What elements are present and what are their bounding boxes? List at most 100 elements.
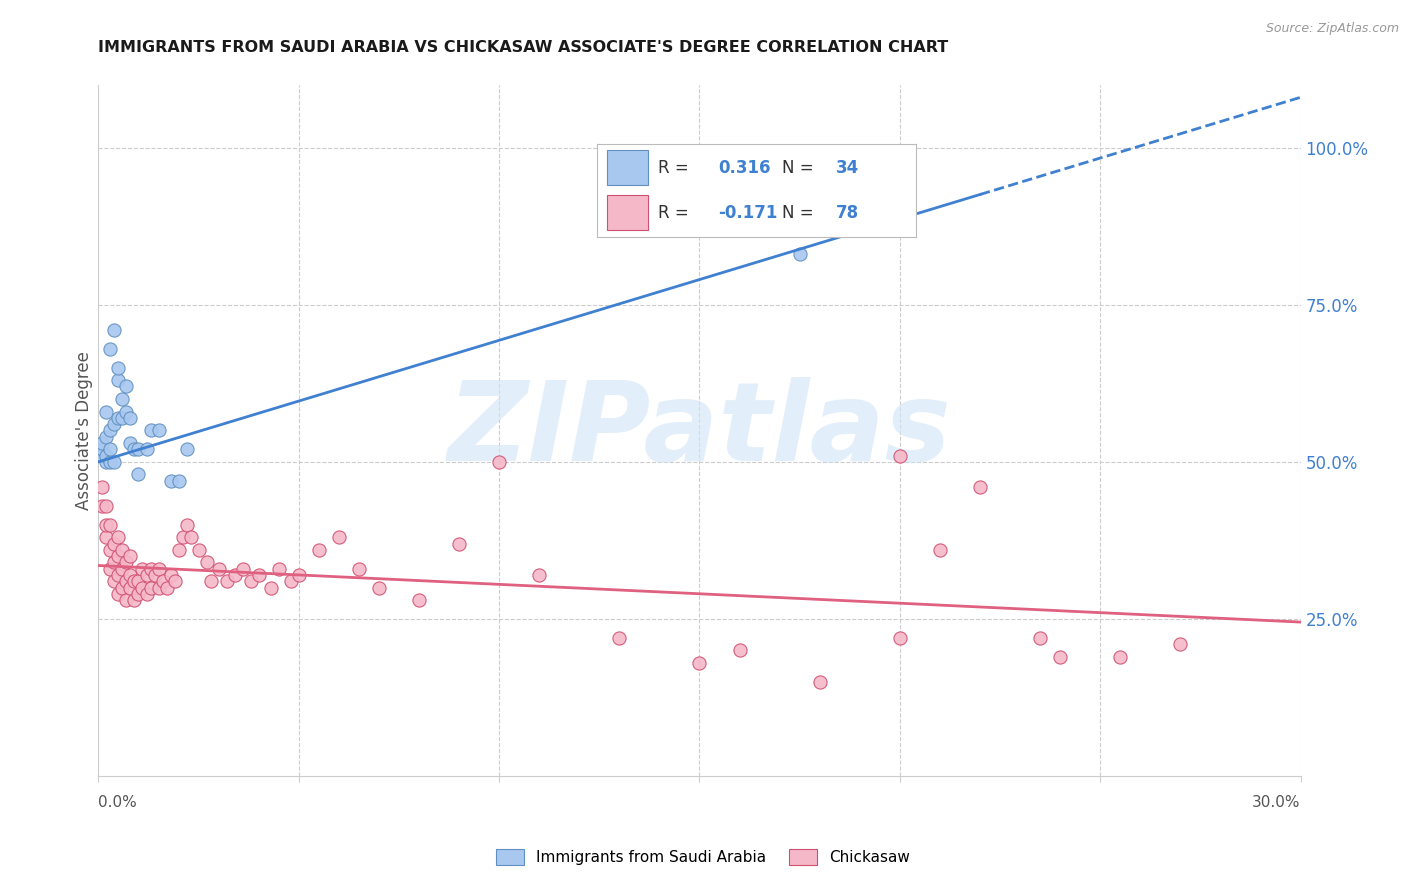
Point: [100, 455, 122, 469]
Point: [152, 574, 174, 589]
Point: [167, 542, 190, 557]
Point: [187, 542, 209, 557]
Point: [120, 549, 142, 563]
Point: [609, 631, 631, 645]
Text: ZIPatlas: ZIPatlas: [447, 377, 952, 483]
Point: [115, 574, 138, 589]
Point: [120, 568, 142, 582]
Point: [91, 449, 114, 463]
Point: [111, 581, 134, 595]
Point: [347, 562, 370, 576]
Point: [128, 467, 150, 482]
Point: [96, 499, 118, 513]
Point: [195, 555, 218, 569]
Point: [139, 424, 162, 438]
Text: 78: 78: [837, 203, 859, 221]
Point: [308, 542, 330, 557]
Point: [808, 674, 831, 689]
Point: [1109, 649, 1132, 664]
Point: [96, 449, 118, 463]
Point: [889, 631, 911, 645]
Point: [103, 574, 125, 589]
Point: [103, 417, 125, 431]
Point: [267, 562, 290, 576]
Text: -0.171: -0.171: [718, 203, 778, 221]
Text: 0.0%: 0.0%: [98, 796, 138, 810]
Point: [208, 562, 231, 576]
Point: [135, 568, 157, 582]
Point: [91, 480, 114, 494]
Point: [128, 574, 150, 589]
Point: [115, 593, 138, 607]
Text: 0.316: 0.316: [718, 159, 770, 177]
Point: [929, 542, 952, 557]
Point: [107, 587, 129, 601]
Point: [1170, 637, 1192, 651]
Point: [728, 643, 751, 657]
Point: [200, 574, 222, 589]
Point: [103, 455, 125, 469]
Point: [789, 247, 811, 261]
Text: N =: N =: [782, 203, 814, 221]
Point: [155, 581, 177, 595]
Point: [128, 442, 150, 457]
Bar: [607, 150, 648, 186]
Point: [529, 568, 551, 582]
Point: [176, 517, 198, 532]
Point: [139, 562, 162, 576]
Point: [131, 581, 153, 595]
Point: [96, 530, 118, 544]
Point: [100, 542, 122, 557]
Text: Source: ZipAtlas.com: Source: ZipAtlas.com: [1265, 22, 1399, 36]
Text: R =: R =: [658, 159, 689, 177]
Point: [135, 442, 157, 457]
Point: [120, 581, 142, 595]
Point: [148, 424, 170, 438]
Point: [91, 499, 114, 513]
Point: [120, 436, 142, 450]
Point: [111, 562, 134, 576]
Point: [139, 581, 162, 595]
Point: [180, 530, 202, 544]
Text: IMMIGRANTS FROM SAUDI ARABIA VS CHICKASAW ASSOCIATE'S DEGREE CORRELATION CHART: IMMIGRANTS FROM SAUDI ARABIA VS CHICKASA…: [98, 40, 949, 55]
Point: [100, 442, 122, 457]
Point: [368, 581, 391, 595]
Point: [288, 568, 311, 582]
Point: [107, 530, 129, 544]
Bar: [607, 194, 648, 230]
Point: [260, 581, 283, 595]
Point: [96, 455, 118, 469]
Point: [215, 574, 238, 589]
Point: [239, 574, 262, 589]
Point: [91, 436, 114, 450]
Point: [91, 442, 114, 457]
Point: [232, 562, 254, 576]
Y-axis label: Associate's Degree: Associate's Degree: [75, 351, 93, 510]
Point: [100, 342, 122, 356]
Legend: Immigrants from Saudi Arabia, Chickasaw: Immigrants from Saudi Arabia, Chickasaw: [491, 843, 915, 871]
Point: [167, 474, 190, 488]
Point: [247, 568, 270, 582]
Point: [100, 424, 122, 438]
Point: [135, 587, 157, 601]
Point: [115, 555, 138, 569]
Point: [96, 404, 118, 418]
Point: [408, 593, 430, 607]
Point: [124, 574, 146, 589]
Point: [100, 517, 122, 532]
Point: [447, 536, 470, 550]
Point: [103, 536, 125, 550]
Point: [115, 404, 138, 418]
Point: [148, 562, 170, 576]
Point: [107, 410, 129, 425]
Point: [148, 581, 170, 595]
Point: [689, 656, 711, 670]
Point: [124, 593, 146, 607]
Point: [869, 185, 891, 199]
Point: [124, 442, 146, 457]
Text: 30.0%: 30.0%: [1253, 796, 1301, 810]
Point: [1049, 649, 1071, 664]
Point: [176, 442, 198, 457]
Text: 34: 34: [837, 159, 859, 177]
Point: [969, 480, 991, 494]
